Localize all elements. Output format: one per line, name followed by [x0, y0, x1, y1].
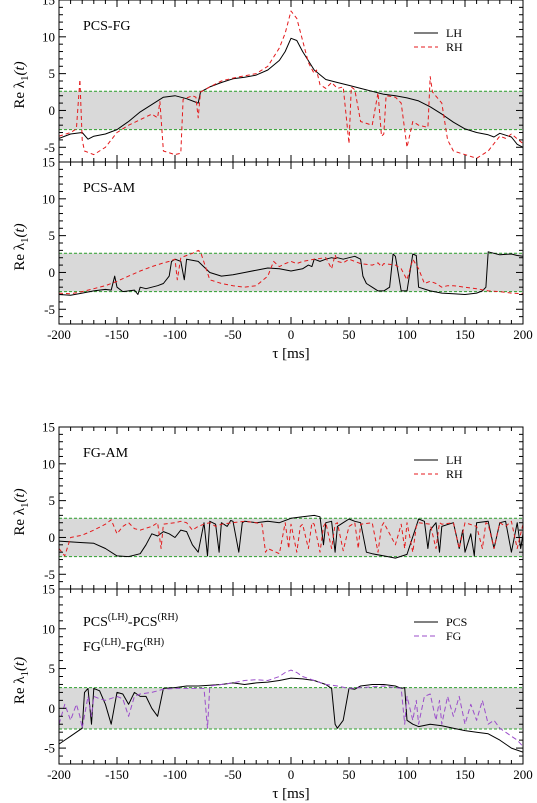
y-tick-label: -5	[44, 140, 55, 155]
panel-label-line-1: PCS(LH)-PCS(RH)	[83, 612, 178, 630]
y-tick-label: 0	[49, 265, 56, 280]
x-tick-label: 200	[513, 767, 533, 782]
legend-label-lh: LH	[446, 26, 462, 40]
y-tick-label: 15	[42, 582, 55, 597]
series-line-fg	[59, 669, 523, 747]
series-line-lh	[59, 37, 523, 148]
y-tick-label: 15	[42, 420, 55, 435]
y-tick-label: 5	[49, 661, 56, 676]
series-line-rh	[59, 10, 523, 159]
band-region	[59, 91, 523, 130]
x-axis-label: τ [ms]	[272, 346, 309, 362]
y-tick-label: 10	[42, 621, 55, 636]
y-tick-label: 0	[49, 701, 56, 716]
x-tick-label: 100	[397, 767, 417, 782]
y-axis-label: Re λ1(t)	[12, 223, 31, 270]
x-tick-label: -100	[163, 767, 187, 782]
panel-label-line-2: FG(LH)-FG(RH)	[83, 637, 164, 655]
x-tick-label: -50	[224, 767, 241, 782]
x-tick-label: -200	[47, 767, 71, 782]
panel-label: FG-AM	[83, 446, 129, 461]
y-tick-label: -5	[44, 567, 55, 582]
y-tick-label: 10	[42, 191, 55, 206]
y-tick-label: 0	[49, 530, 56, 545]
y-tick-label: 15	[42, 155, 55, 170]
legend-label-fg: FG	[446, 629, 462, 643]
x-tick-label: 150	[455, 767, 475, 782]
series-line-rh	[59, 519, 523, 557]
x-tick-label: 0	[288, 767, 295, 782]
band-region	[59, 687, 523, 729]
y-tick-label: 10	[42, 456, 55, 471]
x-tick-label: 50	[343, 767, 356, 782]
series-line-lh	[59, 514, 523, 559]
y-tick-label: 10	[42, 29, 55, 44]
y-axis-label: Re λ1(t)	[12, 657, 31, 704]
x-tick-label: 150	[455, 327, 475, 342]
y-axis-label: Re λ1(t)	[12, 488, 31, 535]
y-tick-label: 5	[49, 493, 56, 508]
y-tick-label: 5	[49, 228, 56, 243]
x-tick-label: -150	[105, 767, 129, 782]
y-tick-label: 5	[49, 66, 56, 81]
x-tick-label: -50	[224, 327, 241, 342]
legend-label-rh: RH	[446, 467, 463, 481]
band-region	[59, 253, 523, 292]
legend-label-lh: LH	[446, 453, 462, 467]
plot-frame	[58, 426, 524, 590]
x-tick-label: -100	[163, 327, 187, 342]
panel-label: PCS-FG	[83, 19, 130, 34]
y-axis-label: Re λ1(t)	[12, 61, 31, 108]
y-tick-label: -5	[44, 741, 55, 756]
x-tick-label: 100	[397, 327, 417, 342]
x-tick-label: 200	[513, 327, 533, 342]
x-tick-label: -150	[105, 327, 129, 342]
panel-label: PCS-AM	[83, 181, 136, 196]
x-tick-label: 50	[343, 327, 356, 342]
y-tick-label: 15	[42, 0, 55, 8]
x-axis-label: τ [ms]	[272, 786, 309, 802]
y-tick-label: 0	[49, 103, 56, 118]
legend-label-rh: RH	[446, 40, 463, 54]
y-tick-label: -5	[44, 302, 55, 317]
x-tick-label: 0	[288, 327, 295, 342]
legend-label-pcs: PCS	[446, 615, 467, 629]
x-tick-label: -200	[47, 327, 71, 342]
series-line-rh	[59, 249, 523, 295]
